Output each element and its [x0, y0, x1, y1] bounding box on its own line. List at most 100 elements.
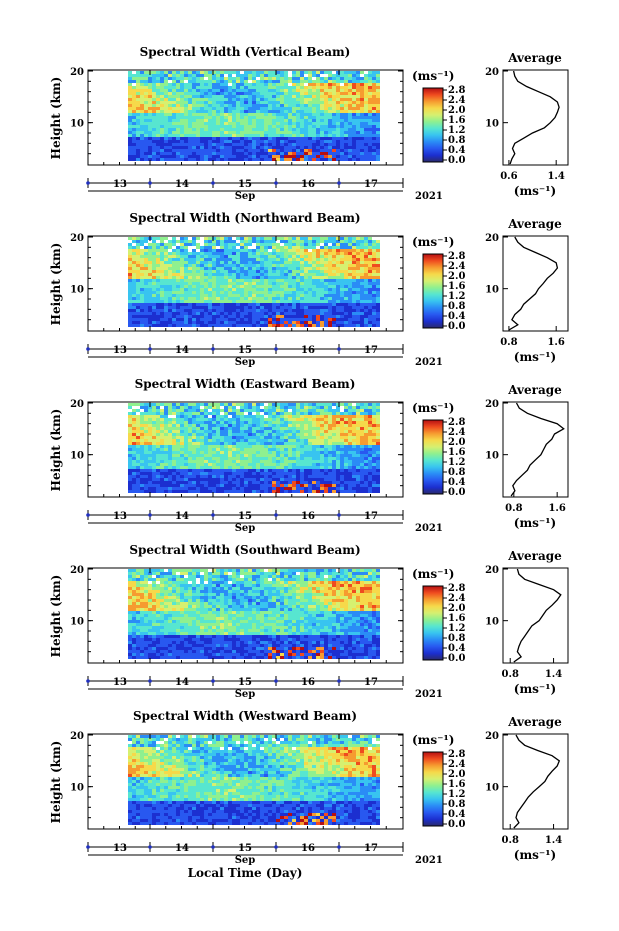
heatmap-cell — [140, 273, 144, 276]
heatmap-cell — [372, 448, 376, 451]
heatmap-cell — [300, 430, 304, 433]
heatmap-cell — [296, 439, 300, 442]
heatmap-cell — [192, 321, 196, 324]
heatmap-cell — [156, 89, 160, 92]
heatmap-cell — [308, 273, 312, 276]
heatmap-cell — [136, 125, 140, 128]
heatmap-cell — [172, 240, 176, 243]
heatmap-cell — [268, 86, 272, 89]
heatmap-cell — [156, 303, 160, 306]
heatmap-cell — [240, 98, 244, 101]
heatmap-cell — [216, 140, 220, 143]
heatmap-cell — [180, 436, 184, 439]
heatmap-cell — [288, 98, 292, 101]
year-label: 2021 — [415, 191, 443, 202]
heatmap-cell — [284, 291, 288, 294]
heatmap-cell — [368, 80, 372, 83]
heatmap-cell — [300, 240, 304, 243]
heatmap-cell — [228, 267, 232, 270]
heatmap-cell — [140, 297, 144, 300]
heatmap-cell — [264, 149, 268, 152]
heatmap-cell — [160, 409, 164, 412]
heatmap-cell — [288, 418, 292, 421]
heatmap-cell — [240, 95, 244, 98]
heatmap-cell — [376, 71, 380, 74]
heatmap-cell — [300, 152, 304, 155]
heatmap-cell — [328, 128, 332, 131]
heatmap-cell — [212, 312, 216, 315]
heatmap-cell — [356, 282, 360, 285]
heatmap-cell — [200, 92, 204, 95]
heatmap-cell — [156, 279, 160, 282]
heatmap-cell — [132, 131, 136, 134]
heatmap-cell — [316, 442, 320, 445]
heatmap-cell — [316, 267, 320, 270]
heatmap-cell — [332, 421, 336, 424]
heatmap-cell — [284, 246, 288, 249]
heatmap-cell — [212, 315, 216, 318]
heatmap-cell — [136, 83, 140, 86]
heatmap-cell — [252, 119, 256, 122]
heatmap-cell — [220, 95, 224, 98]
heatmap-cell — [196, 430, 200, 433]
heatmap-cell — [352, 134, 356, 137]
heatmap-cell — [280, 95, 284, 98]
heatmap-cell — [156, 409, 160, 412]
heatmap-cell — [168, 442, 172, 445]
heatmap-cell — [332, 409, 336, 412]
heatmap-cell — [268, 436, 272, 439]
plot-frame — [87, 69, 404, 166]
heatmap-cell — [228, 418, 232, 421]
heatmap-cell — [168, 321, 172, 324]
heatmap-cell — [260, 427, 264, 430]
heatmap-cell — [292, 285, 296, 288]
heatmap-cell — [284, 288, 288, 291]
heatmap-cell — [316, 261, 320, 264]
heatmap-cell — [192, 116, 196, 119]
heatmap-cell — [332, 125, 336, 128]
heatmap-cell — [340, 282, 344, 285]
heatmap-cell — [372, 445, 376, 448]
colorbar — [422, 87, 444, 163]
heatmap-cell — [372, 74, 376, 77]
heatmap-cell — [280, 131, 284, 134]
heatmap-cell — [208, 406, 212, 409]
heatmap-cell — [368, 137, 372, 140]
heatmap-cell — [164, 309, 168, 312]
heatmap-cell — [224, 116, 228, 119]
heatmap-cell — [196, 418, 200, 421]
heatmap-cell — [356, 442, 360, 445]
heatmap-cell — [144, 252, 148, 255]
heatmap-cell — [188, 240, 192, 243]
heatmap-cell — [208, 243, 212, 246]
heatmap-cell — [364, 406, 368, 409]
heatmap-cell — [280, 439, 284, 442]
heatmap-cell — [364, 92, 368, 95]
heatmap-cell — [132, 403, 136, 406]
heatmap-cell — [228, 421, 232, 424]
heatmap-cell — [152, 424, 156, 427]
heatmap-cell — [136, 433, 140, 436]
heatmap-cell — [132, 424, 136, 427]
heatmap-cell — [192, 128, 196, 131]
heatmap-cell — [332, 92, 336, 95]
heatmap-cell — [252, 110, 256, 113]
heatmap-cell — [204, 418, 208, 421]
heatmap-cell — [144, 264, 148, 267]
heatmap-cell — [160, 318, 164, 321]
heatmap-cell — [136, 267, 140, 270]
heatmap-cell — [208, 134, 212, 137]
heatmap-cell — [232, 297, 236, 300]
heatmap-cell — [324, 324, 328, 327]
heatmap-cell — [272, 433, 276, 436]
heatmap-cell — [212, 83, 216, 86]
heatmap-cell — [300, 321, 304, 324]
heatmap-cell — [376, 291, 380, 294]
heatmap-cell — [228, 294, 232, 297]
heatmap-cell — [232, 140, 236, 143]
heatmap-cell — [248, 146, 252, 149]
heatmap-cell — [160, 303, 164, 306]
heatmap-cell — [240, 122, 244, 125]
heatmap-cell — [192, 258, 196, 261]
heatmap-cell — [140, 71, 144, 74]
